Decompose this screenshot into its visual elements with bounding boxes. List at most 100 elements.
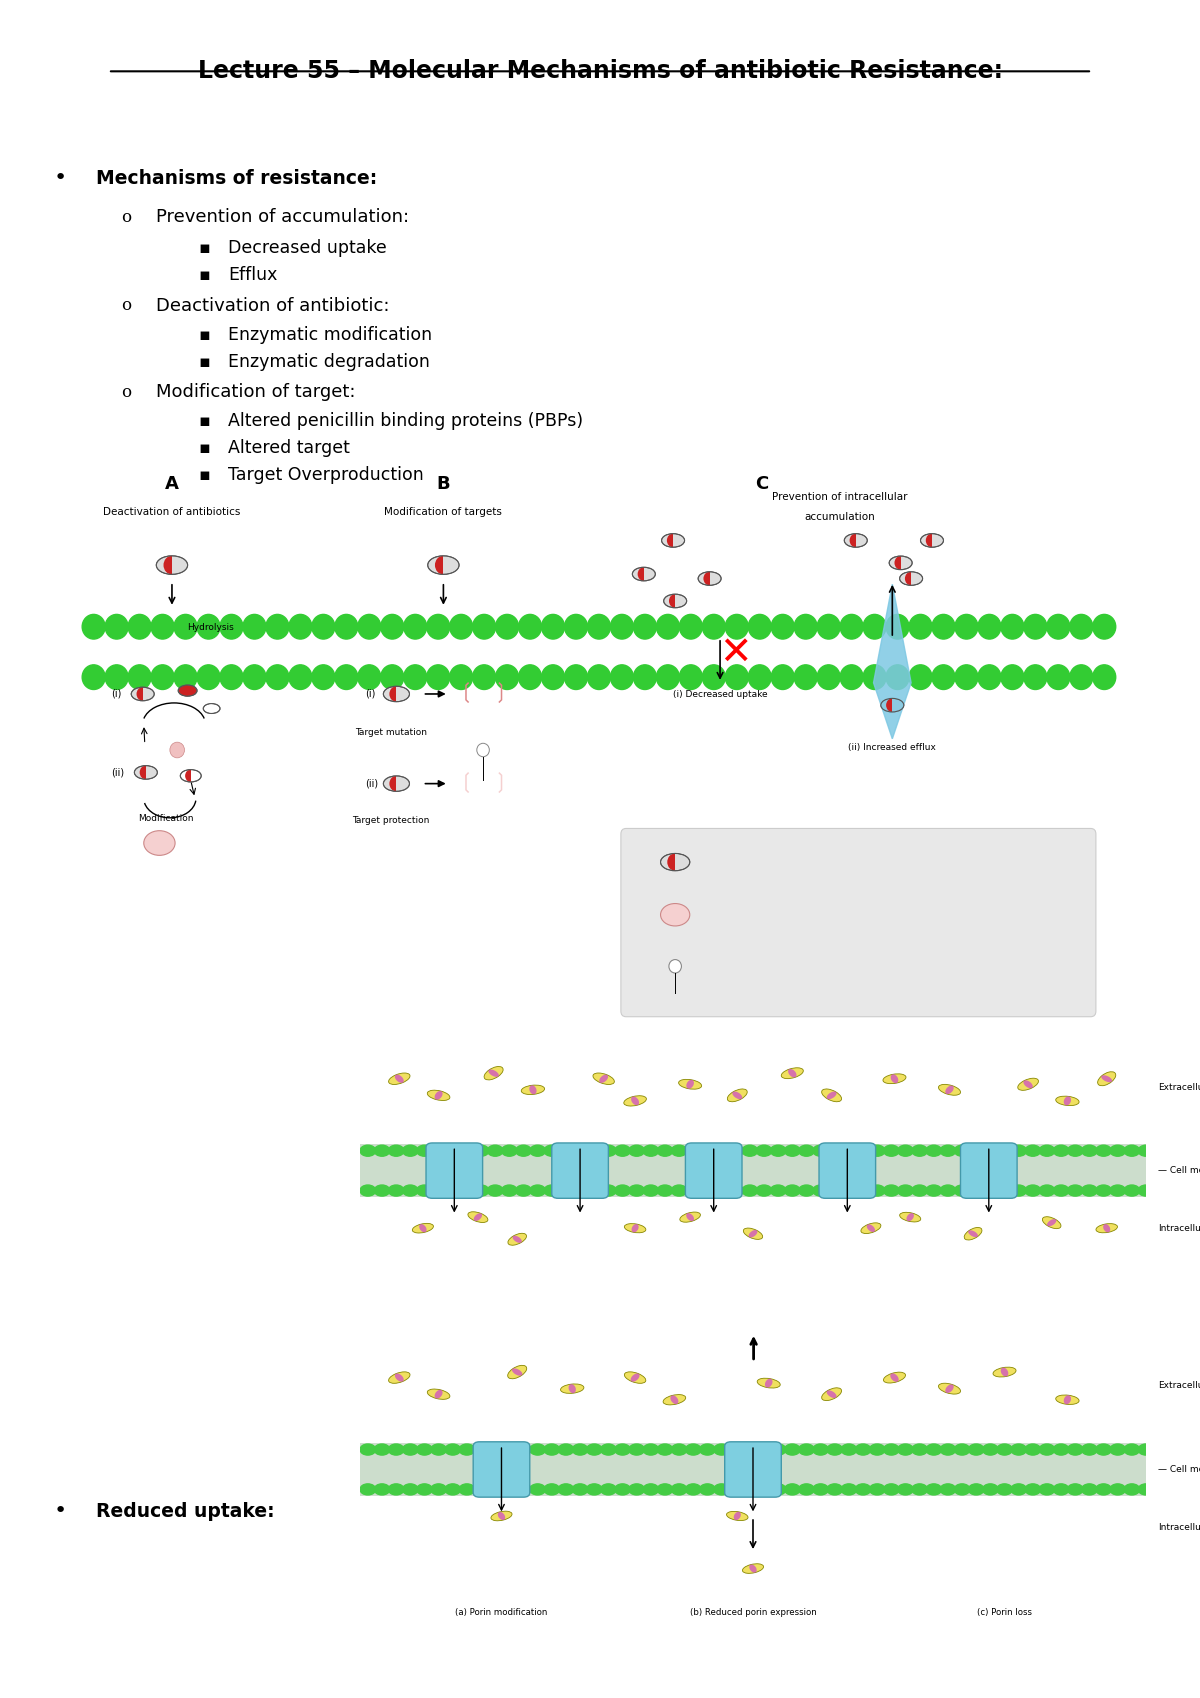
Ellipse shape <box>788 1070 797 1078</box>
Circle shape <box>220 615 242 638</box>
Circle shape <box>794 666 817 689</box>
Circle shape <box>544 1484 559 1494</box>
Circle shape <box>1010 1144 1026 1156</box>
Circle shape <box>242 666 266 689</box>
Circle shape <box>1001 615 1024 638</box>
Circle shape <box>487 1185 503 1195</box>
Circle shape <box>700 1443 715 1455</box>
Text: ▪: ▪ <box>198 353 210 370</box>
Ellipse shape <box>886 698 898 711</box>
Text: Target mutation: Target mutation <box>355 728 427 737</box>
Circle shape <box>714 1443 730 1455</box>
Ellipse shape <box>733 1511 740 1520</box>
Text: Modification sites: Modification sites <box>709 961 802 971</box>
Circle shape <box>910 615 932 638</box>
Circle shape <box>700 1484 715 1494</box>
Circle shape <box>380 615 403 638</box>
Circle shape <box>220 666 242 689</box>
Text: ▪: ▪ <box>198 440 210 457</box>
Circle shape <box>516 1443 532 1455</box>
Circle shape <box>1068 1185 1084 1195</box>
Ellipse shape <box>144 830 175 856</box>
Circle shape <box>473 1443 488 1455</box>
Ellipse shape <box>660 903 690 925</box>
Circle shape <box>374 1443 390 1455</box>
FancyBboxPatch shape <box>960 1143 1018 1199</box>
Ellipse shape <box>938 1384 960 1394</box>
Circle shape <box>614 1443 630 1455</box>
Circle shape <box>840 615 863 638</box>
Circle shape <box>978 666 1001 689</box>
Circle shape <box>335 666 358 689</box>
Circle shape <box>898 1185 913 1195</box>
Text: Mechanisms of resistance:: Mechanisms of resistance: <box>96 168 377 188</box>
Text: Modification: Modification <box>138 813 194 822</box>
Circle shape <box>1081 1484 1097 1494</box>
Circle shape <box>883 1144 899 1156</box>
Circle shape <box>863 615 886 638</box>
Circle shape <box>600 1185 617 1195</box>
Circle shape <box>374 1144 390 1156</box>
Ellipse shape <box>850 533 862 547</box>
Ellipse shape <box>599 1075 608 1083</box>
Ellipse shape <box>488 1070 499 1077</box>
Ellipse shape <box>179 684 197 696</box>
Circle shape <box>450 615 473 638</box>
Ellipse shape <box>845 533 868 547</box>
Text: (i): (i) <box>112 689 121 700</box>
Text: Resistance determinants: Resistance determinants <box>709 910 839 920</box>
Circle shape <box>983 1185 998 1195</box>
Circle shape <box>742 1144 757 1156</box>
Circle shape <box>529 1484 546 1494</box>
Circle shape <box>151 615 174 638</box>
Circle shape <box>380 666 403 689</box>
Ellipse shape <box>860 1223 881 1233</box>
Circle shape <box>600 1144 617 1156</box>
Circle shape <box>912 1443 928 1455</box>
Circle shape <box>431 1185 446 1195</box>
Circle shape <box>756 1484 772 1494</box>
Ellipse shape <box>822 1387 841 1401</box>
Circle shape <box>1110 1443 1126 1455</box>
Circle shape <box>785 1185 800 1195</box>
Text: Enzymatic degradation: Enzymatic degradation <box>228 353 430 370</box>
FancyBboxPatch shape <box>473 1442 529 1498</box>
FancyBboxPatch shape <box>820 1143 876 1199</box>
Circle shape <box>358 615 380 638</box>
Circle shape <box>932 615 955 638</box>
Circle shape <box>714 1484 730 1494</box>
Circle shape <box>869 1443 886 1455</box>
Circle shape <box>496 615 518 638</box>
Circle shape <box>587 1443 602 1455</box>
Circle shape <box>128 666 151 689</box>
Circle shape <box>473 666 496 689</box>
Circle shape <box>416 1484 432 1494</box>
Circle shape <box>643 1144 659 1156</box>
Ellipse shape <box>468 1212 488 1223</box>
Circle shape <box>614 1144 630 1156</box>
Circle shape <box>516 1144 532 1156</box>
Circle shape <box>772 615 794 638</box>
Circle shape <box>389 1144 404 1156</box>
Ellipse shape <box>726 1511 748 1520</box>
Circle shape <box>629 1185 644 1195</box>
Circle shape <box>1025 1185 1040 1195</box>
Ellipse shape <box>512 1236 522 1243</box>
Circle shape <box>798 1144 815 1156</box>
Circle shape <box>932 666 955 689</box>
Ellipse shape <box>883 1372 906 1382</box>
Circle shape <box>841 1443 857 1455</box>
Circle shape <box>634 666 656 689</box>
Circle shape <box>827 1185 842 1195</box>
Ellipse shape <box>624 1224 646 1233</box>
Circle shape <box>473 1185 488 1195</box>
Circle shape <box>1001 666 1024 689</box>
Ellipse shape <box>946 1384 954 1392</box>
Circle shape <box>611 666 634 689</box>
Circle shape <box>883 1185 899 1195</box>
Circle shape <box>912 1185 928 1195</box>
Ellipse shape <box>743 1564 763 1574</box>
Text: o: o <box>121 384 131 401</box>
Circle shape <box>794 615 817 638</box>
Text: Modification of targets: Modification of targets <box>384 506 503 516</box>
